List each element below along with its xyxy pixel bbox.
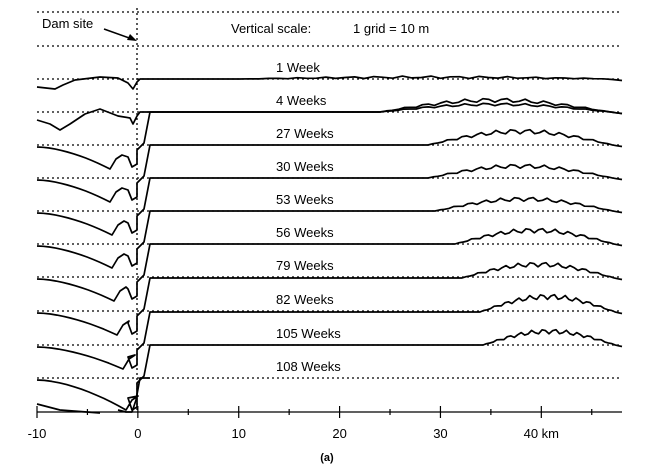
dam-site-arrow: [103, 28, 137, 41]
profile-label: 53 Weeks: [276, 192, 334, 207]
bed-profile-curve: [36, 196, 623, 269]
bed-profile-curve: [36, 128, 623, 203]
profile-label: 4 Weeks: [276, 93, 327, 108]
x-tick-label: 10: [231, 426, 245, 441]
profile-curves: [36, 75, 623, 414]
vertical-scale-value: 1 grid = 10 m: [353, 21, 429, 36]
profile-label: 108 Weeks: [276, 359, 341, 374]
x-tick-label: 40 km: [524, 426, 559, 441]
x-axis-ticks: -10 0 10 20 30 40 km: [28, 406, 593, 441]
profile-label: 27 Weeks: [276, 126, 334, 141]
profile-label: 56 Weeks: [276, 225, 334, 240]
x-tick-label: 30: [433, 426, 447, 441]
profile-label: 82 Weeks: [276, 292, 334, 307]
bed-profile-curve: [36, 75, 623, 90]
x-tick-label: -10: [28, 426, 47, 441]
bed-profile-curve: [36, 97, 623, 170]
profile-label: 79 Weeks: [276, 258, 334, 273]
profile-label: 30 Weeks: [276, 159, 334, 174]
profile-labels: 1 Week 4 Weeks 27 Weeks 30 Weeks 53 Weeks 56 …: [276, 60, 341, 374]
figure-caption: (a): [320, 452, 334, 464]
profile-label: 1 Week: [276, 60, 320, 75]
x-tick-label: 20: [332, 426, 346, 441]
dam-site-label: Dam site: [42, 16, 93, 31]
bed-profile-curve: [36, 163, 623, 236]
profile-label: 105 Weeks: [276, 326, 341, 341]
bed-profile-curve: [36, 102, 623, 131]
bed-profile-curve: [36, 293, 623, 370]
x-tick-label: 0: [134, 426, 141, 441]
bed-profile-curve: [36, 328, 623, 411]
vertical-scale-label: Vertical scale:: [231, 21, 311, 36]
bed-profile-curve: [36, 227, 623, 302]
bed-profile-curve: [36, 261, 623, 336]
bed-profile-curve-partial: [36, 377, 150, 414]
